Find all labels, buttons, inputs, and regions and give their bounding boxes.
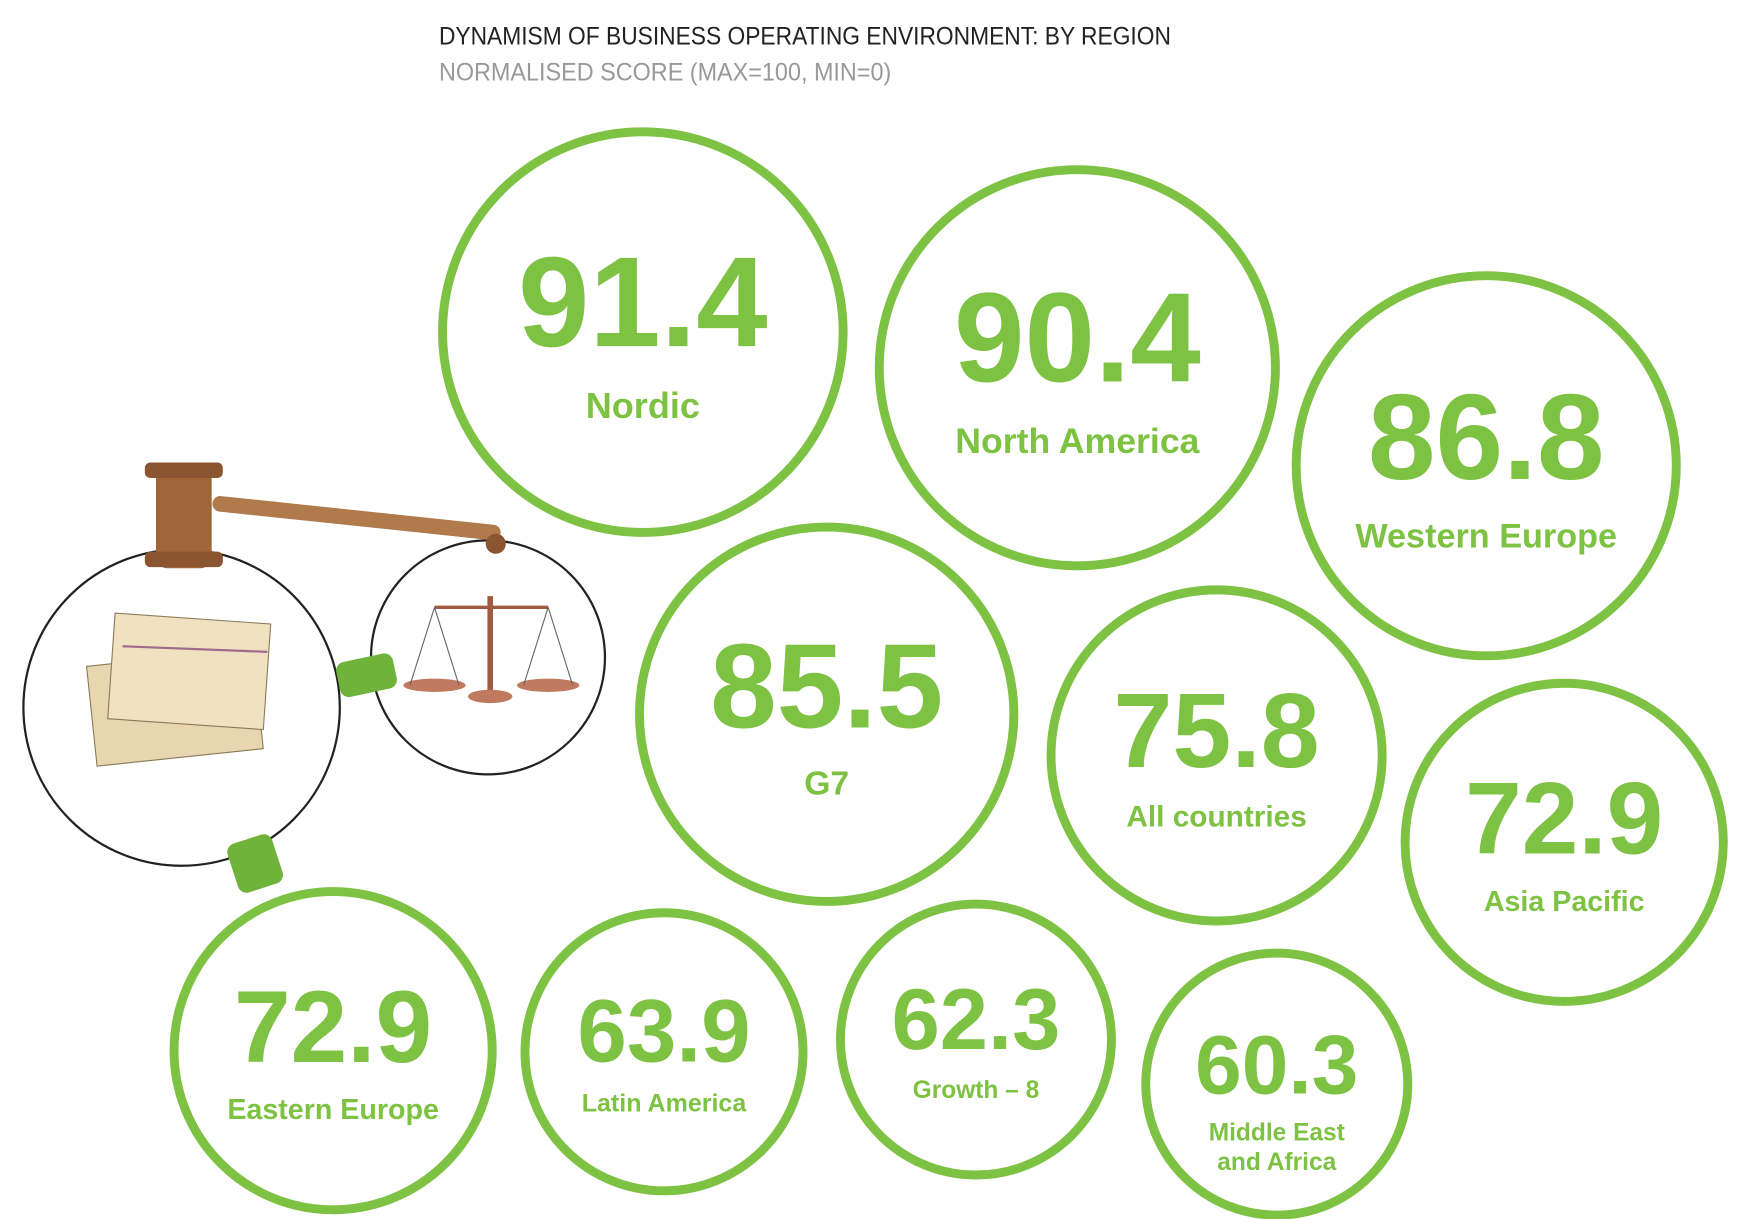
chart-title: DYNAMISM OF BUSINESS OPERATING ENVIRONME…: [439, 24, 1171, 51]
value-label: 86.8: [1368, 369, 1605, 505]
value-label: 72.9: [1465, 761, 1663, 875]
bubble: [874, 165, 1280, 571]
illustration: [22, 462, 607, 893]
value-label: 90.4: [954, 267, 1201, 409]
bubble: [438, 127, 848, 537]
category-label: North America: [955, 421, 1200, 461]
bubble: [1400, 678, 1728, 1006]
category-label: Growth – 8: [913, 1077, 1040, 1104]
category-label: Latin America: [582, 1090, 748, 1118]
bubble: [1291, 271, 1681, 661]
bubble: [169, 887, 497, 1215]
category-label: Nordic: [586, 385, 700, 426]
bubble: [635, 522, 1019, 906]
value-label: 75.8: [1114, 672, 1320, 790]
value-label: 72.9: [234, 970, 432, 1084]
chart-subtitle: NORMALISED SCORE (MAX=100, MIN=0): [439, 59, 891, 86]
value-label: 62.3: [892, 972, 1061, 1068]
bubble: [1046, 585, 1387, 926]
category-label: All countries: [1126, 801, 1306, 834]
value-label: 91.4: [518, 231, 768, 374]
value-label: 63.9: [577, 981, 750, 1081]
category-label: G7: [804, 766, 849, 803]
bubble: [836, 899, 1116, 1180]
value-label: 60.3: [1195, 1017, 1358, 1111]
value-label: 85.5: [710, 620, 943, 753]
category-label: Eastern Europe: [227, 1094, 439, 1126]
bubble: [520, 908, 808, 1196]
category-label: Middle East and Africa: [1209, 1119, 1345, 1175]
category-label: Western Europe: [1355, 518, 1617, 556]
category-label: Asia Pacific: [1484, 886, 1645, 918]
bubble: [1141, 948, 1413, 1219]
